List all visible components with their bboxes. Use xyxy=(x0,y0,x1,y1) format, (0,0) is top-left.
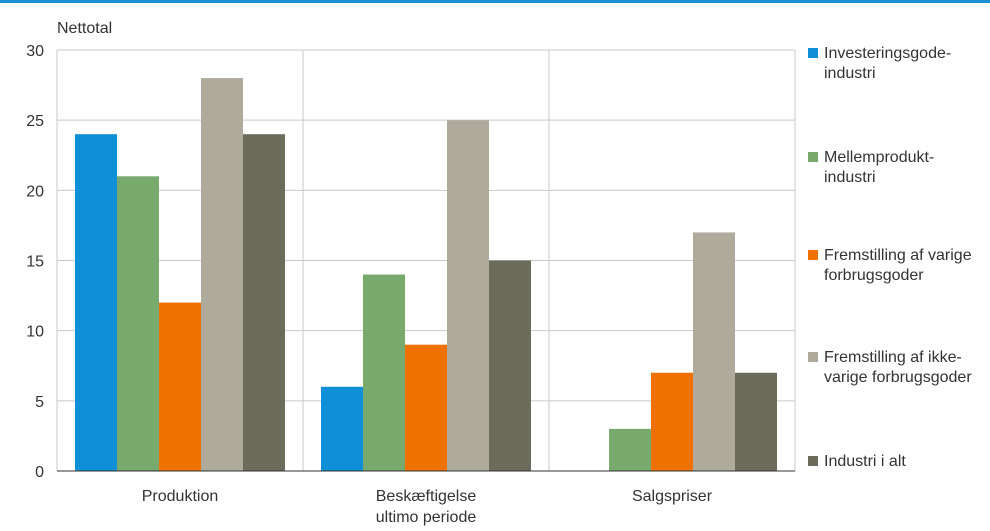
bar-2-2 xyxy=(651,372,693,471)
bar-1-0 xyxy=(321,386,363,471)
legend-label: Fremstilling af ikke- varige forbrugsgod… xyxy=(824,349,972,386)
y-tick-label-25: 25 xyxy=(26,113,44,130)
bar-0-1 xyxy=(117,176,159,472)
bars xyxy=(75,78,777,472)
legend-item: Fremstilling af varige forbrugsgoder xyxy=(808,246,990,286)
legend-label: Fremstilling af varige forbrugsgoder xyxy=(824,247,972,284)
axes: 0 5 10 15 20 25 30 Produktion Beskæftigelse ultim… xyxy=(26,43,795,526)
bar-1-4 xyxy=(489,260,531,471)
y-tick-label-10: 10 xyxy=(26,324,44,341)
legend-item: Investeringsgode- industri xyxy=(808,44,990,84)
legend-label: Mellemprodukt- industri xyxy=(824,149,935,186)
bar-1-2 xyxy=(405,344,447,471)
legend-swatch xyxy=(808,48,818,58)
y-tick-label-30: 30 xyxy=(26,43,44,60)
legend-label: Industri i alt xyxy=(824,453,906,470)
legend-swatch xyxy=(808,152,818,162)
bar-2-3 xyxy=(693,232,735,471)
bar-2-4 xyxy=(735,372,777,471)
y-tick-label-0: 0 xyxy=(35,464,44,481)
bar-1-1 xyxy=(363,274,405,471)
bar-0-4 xyxy=(243,134,285,471)
top-accent-rule xyxy=(0,0,990,3)
y-axis-label: Nettotal xyxy=(57,20,112,37)
y-tick-label-15: 15 xyxy=(26,254,44,271)
bar-2-1 xyxy=(609,428,651,471)
x-category-label-line: ultimo periode xyxy=(376,509,477,526)
y-tick-label-5: 5 xyxy=(35,394,44,411)
x-category-label-2: Salgspriser xyxy=(632,488,713,505)
legend-item: Fremstilling af ikke- varige forbrugsgod… xyxy=(808,348,990,388)
y-tick-label-20: 20 xyxy=(26,183,44,200)
bar-0-2 xyxy=(159,302,201,471)
x-category-label-line: Beskæftigelse xyxy=(376,488,477,505)
x-category-label-1: Beskæftigelse ultimo periode xyxy=(376,488,477,526)
legend-label: Investeringsgode- industri xyxy=(824,45,952,82)
x-category-label-line: Salgspriser xyxy=(632,488,713,505)
legend-item: Mellemprodukt- industri xyxy=(808,148,990,188)
bar-0-0 xyxy=(75,134,117,471)
legend: Investeringsgode- industri Mellemprodukt-… xyxy=(808,0,990,531)
legend-swatch xyxy=(808,250,818,260)
x-category-label-0: Produktion xyxy=(142,488,219,505)
bar-0-3 xyxy=(201,78,243,472)
bar-1-3 xyxy=(447,120,489,472)
legend-item: Industri i alt xyxy=(808,452,990,472)
legend-swatch xyxy=(808,456,818,466)
x-category-label-line: Produktion xyxy=(142,488,219,505)
legend-swatch xyxy=(808,352,818,362)
